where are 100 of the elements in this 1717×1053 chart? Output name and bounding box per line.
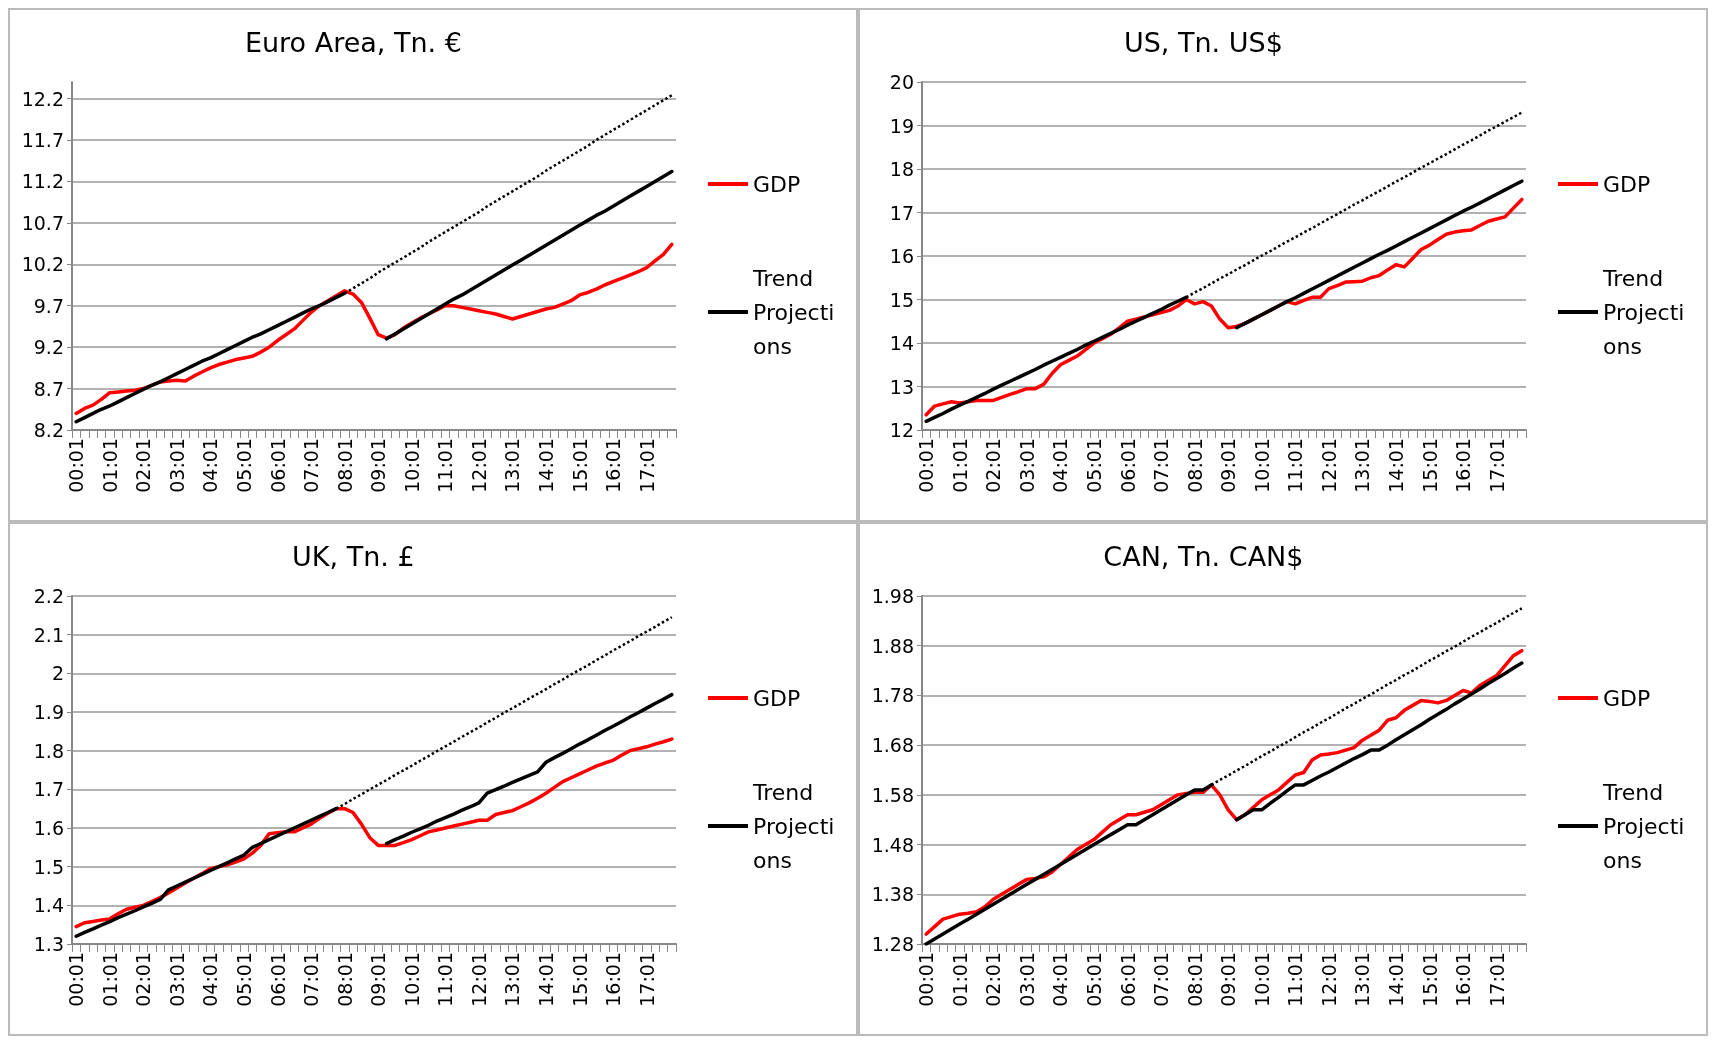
y-tick-label: 19 xyxy=(889,114,914,137)
x-tick-label: 03:01 xyxy=(165,952,188,1007)
x-tick-label: 08:01 xyxy=(333,952,356,1007)
y-tick-label: 1.58 xyxy=(871,783,914,806)
x-tick-label: 12:01 xyxy=(1317,952,1340,1007)
x-tick-label: 12:01 xyxy=(467,438,490,493)
y-tick-label: 1.48 xyxy=(871,833,914,856)
x-tick-label: 01:01 xyxy=(948,952,971,1007)
x-tick-label: 08:01 xyxy=(1183,952,1206,1007)
x-tick-label: 02:01 xyxy=(982,438,1005,493)
y-tick-label: 1.5 xyxy=(33,855,64,878)
x-tick-label: 15:01 xyxy=(568,952,591,1007)
x-tick-label: 04:01 xyxy=(199,952,222,1007)
x-tick-label: 15:01 xyxy=(1418,952,1441,1007)
legend-label: Trend Projections xyxy=(752,779,835,873)
x-tick-label: 03:01 xyxy=(1015,952,1038,1007)
x-tick-label: 10:01 xyxy=(400,952,423,1007)
x-tick-label: 04:01 xyxy=(1049,438,1072,493)
legend-label: Trend Projections xyxy=(752,265,835,359)
y-tick-label: 1.78 xyxy=(871,684,914,707)
y-tick-label: 2 xyxy=(51,662,64,685)
x-tick-label: 16:01 xyxy=(1452,438,1475,493)
x-tick-label: 10:01 xyxy=(400,438,423,493)
y-tick-label: 2.1 xyxy=(33,623,64,646)
chart-title: CAN, Tn. CAN$ xyxy=(1103,541,1304,572)
y-tick-label: 1.3 xyxy=(33,933,64,955)
x-tick-label: 06:01 xyxy=(266,952,289,1007)
y-tick-label: 1.4 xyxy=(33,894,64,917)
x-tick-label: 01:01 xyxy=(98,952,121,1007)
legend-label: Trend Projections xyxy=(1602,265,1685,359)
y-tick-label: 1.38 xyxy=(871,883,914,906)
y-tick-label: 1.9 xyxy=(33,701,64,723)
x-tick-label: 17:01 xyxy=(635,952,658,1007)
x-tick-label: 12:01 xyxy=(1317,438,1340,493)
x-tick-label: 09:01 xyxy=(367,952,390,1007)
y-tick-label: 10.2 xyxy=(21,253,64,276)
x-tick-label: 00:01 xyxy=(915,438,938,493)
y-tick-label: 1.8 xyxy=(33,739,64,762)
y-tick-label: 1.68 xyxy=(871,734,914,757)
x-tick-label: 04:01 xyxy=(199,438,222,493)
y-tick-label: 18 xyxy=(889,158,914,180)
x-tick-label: 01:01 xyxy=(98,438,121,493)
x-tick-label: 06:01 xyxy=(1116,438,1139,493)
x-tick-label: 02:01 xyxy=(982,952,1005,1007)
x-tick-label: 06:01 xyxy=(1116,952,1139,1007)
x-tick-label: 13:01 xyxy=(501,952,524,1007)
x-tick-label: 07:01 xyxy=(1150,952,1173,1007)
y-tick-label: 16 xyxy=(889,245,914,267)
x-tick-label: 10:01 xyxy=(1250,952,1273,1007)
x-tick-label: 02:01 xyxy=(132,952,155,1007)
x-tick-label: 04:01 xyxy=(1049,952,1072,1007)
x-tick-label: 14:01 xyxy=(534,952,557,1007)
x-tick-label: 13:01 xyxy=(1351,438,1374,493)
y-tick-label: 8.2 xyxy=(33,419,64,441)
x-tick-label: 09:01 xyxy=(1217,952,1240,1007)
x-tick-label: 09:01 xyxy=(1217,438,1240,493)
y-tick-label: 12 xyxy=(889,419,914,441)
x-tick-label: 15:01 xyxy=(1418,438,1441,493)
y-tick-label: 20 xyxy=(889,71,914,93)
y-tick-label: 2.2 xyxy=(33,585,64,607)
x-tick-label: 07:01 xyxy=(1150,438,1173,493)
x-tick-label: 11:01 xyxy=(434,438,457,493)
x-tick-label: 11:01 xyxy=(1284,438,1307,493)
y-tick-label: 12.2 xyxy=(21,87,64,110)
chart-title: UK, Tn. £ xyxy=(292,541,415,572)
x-tick-label: 05:01 xyxy=(1082,438,1105,493)
legend-label: GDP xyxy=(753,171,801,197)
x-tick-label: 03:01 xyxy=(165,438,188,493)
y-tick-label: 11.7 xyxy=(21,129,64,151)
legend-label: GDP xyxy=(1603,171,1651,197)
x-tick-label: 14:01 xyxy=(1384,438,1407,493)
y-tick-label: 17 xyxy=(889,201,914,224)
x-tick-label: 05:01 xyxy=(232,438,255,493)
x-tick-label: 16:01 xyxy=(602,438,625,493)
x-tick-label: 02:01 xyxy=(132,438,155,493)
x-tick-label: 17:01 xyxy=(635,438,658,493)
y-tick-label: 1.6 xyxy=(33,817,64,839)
x-tick-label: 14:01 xyxy=(1384,952,1407,1007)
x-tick-label: 16:01 xyxy=(1452,952,1475,1007)
chart-title: US, Tn. US$ xyxy=(1123,27,1283,58)
x-tick-label: 12:01 xyxy=(467,952,490,1007)
y-tick-label: 9.2 xyxy=(33,336,64,359)
y-tick-label: 1.98 xyxy=(871,585,914,607)
y-tick-label: 13 xyxy=(889,375,914,398)
x-tick-label: 06:01 xyxy=(266,438,289,493)
legend-label: Trend Projections xyxy=(1602,779,1685,873)
x-tick-label: 13:01 xyxy=(501,438,524,493)
x-tick-label: 17:01 xyxy=(1485,952,1508,1007)
x-tick-label: 15:01 xyxy=(568,438,591,493)
y-tick-label: 1.88 xyxy=(871,634,914,657)
x-tick-label: 00:01 xyxy=(65,438,88,493)
x-tick-label: 07:01 xyxy=(300,952,323,1007)
x-tick-label: 00:01 xyxy=(65,952,88,1007)
x-tick-label: 00:01 xyxy=(915,952,938,1007)
y-tick-label: 14 xyxy=(889,332,914,354)
x-tick-label: 01:01 xyxy=(948,438,971,493)
y-tick-label: 11.2 xyxy=(21,170,64,193)
x-tick-label: 10:01 xyxy=(1250,438,1273,493)
x-tick-label: 14:01 xyxy=(534,438,557,493)
x-tick-label: 03:01 xyxy=(1015,438,1038,493)
